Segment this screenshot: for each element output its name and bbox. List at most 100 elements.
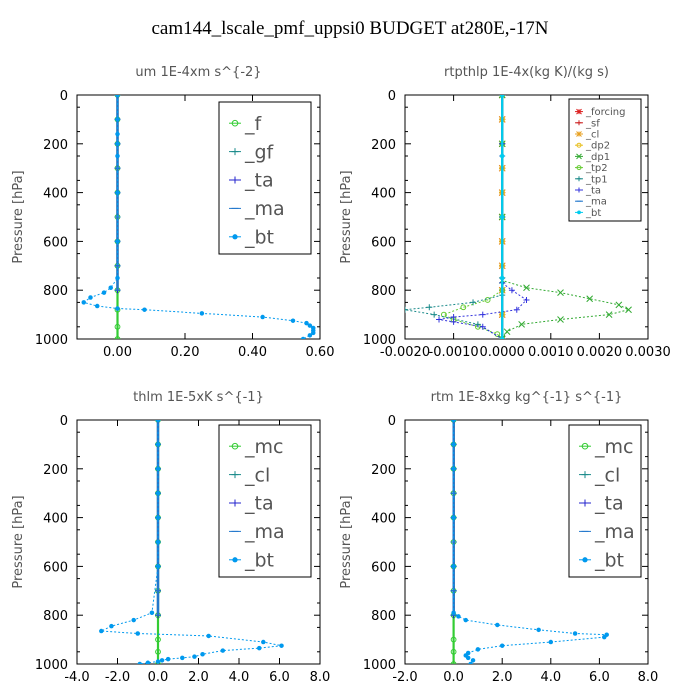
marker [155,564,161,569]
marker [137,661,143,664]
marker [456,614,461,619]
legend-label: _sf [585,118,600,129]
marker [460,304,467,311]
legend-label: _mc [594,436,633,458]
marker [503,328,511,336]
x-tick-label: 2.0 [188,670,209,685]
marker [572,631,578,636]
legend-box [568,424,642,578]
x-tick-label: -0.0010 [429,345,479,360]
marker [115,117,120,122]
marker [586,295,594,303]
marker [436,316,443,323]
y-tick-label: 200 [371,138,396,153]
y-tick-label: 1000 [35,333,68,348]
panel-title: rtpthlp 1E-4x(kg K)/(kg s) [444,65,609,80]
marker [557,316,564,323]
marker [155,490,161,496]
series-bt [81,95,316,339]
x-tick-label: 0.20 [171,345,200,360]
marker [465,655,471,661]
marker [206,633,211,639]
y-tick-label: 400 [43,187,68,202]
marker [451,610,456,616]
marker [279,643,284,648]
marker [115,141,120,147]
marker [479,323,486,330]
marker [115,275,120,281]
marker [557,289,564,296]
y-tick-label: 0 [388,89,396,104]
marker [155,515,161,520]
panel-title: rtm 1E-8xkg kg^{-1} s^{-1} [431,390,623,405]
marker [479,311,486,318]
x-tick-label: 0.0020 [577,345,623,360]
marker [518,321,525,328]
series-bt [451,420,609,664]
y-tick-label: 800 [371,609,396,624]
legend-label: _cl [585,130,599,141]
marker [145,660,151,664]
legend-label: _dp2 [585,141,610,152]
x-tick-label: -0.0020 [380,345,430,360]
panel-title: um 1E-4xm s^{-2} [135,65,261,80]
y-tick-label: 200 [43,463,68,478]
legend-label: _dp1 [585,152,610,163]
x-tick-label: 2.0 [492,670,513,685]
marker [142,307,147,312]
y-tick-label: 600 [43,235,68,250]
marker [165,656,171,662]
legend-label: _bt [585,208,601,219]
marker [470,299,477,306]
marker [451,420,456,423]
marker [114,323,121,330]
marker [523,284,530,292]
marker [257,645,262,651]
marker [431,311,438,318]
marker [499,275,505,281]
marker [155,442,161,447]
y-tick-label: 800 [43,609,68,624]
x-tick-label: 0.0000 [479,345,525,360]
marker [508,287,515,294]
marker [499,336,505,339]
legend-label: _ta [585,186,601,197]
x-tick-label: 0.40 [238,345,267,360]
y-tick-label: 600 [371,235,396,250]
legend-label: _cl [594,464,620,486]
marker [605,311,613,318]
y-tick-label: 400 [43,512,68,527]
legend-label: _gf [244,141,275,163]
marker [405,306,408,313]
marker [451,466,456,472]
marker [484,297,491,303]
x-tick-label: 6.0 [589,670,610,685]
marker [451,564,456,569]
y-tick-label: 1000 [35,658,68,673]
x-tick-label: 8.0 [638,670,659,685]
y-tick-label: 1000 [363,658,396,673]
legend-box [568,98,642,222]
marker [304,320,309,326]
marker [307,323,313,328]
y-tick-label: 400 [371,187,396,202]
series-group [450,420,609,664]
x-tick-label: 0.0 [443,670,464,685]
legend-label: _mc [244,436,283,458]
x-tick-label: 8.0 [310,670,331,685]
legend-label: _ta [244,493,274,515]
marker [261,639,266,645]
marker [440,311,447,318]
marker [155,420,161,423]
x-tick-label: 0.0030 [625,345,671,360]
y-tick-label: 0 [388,414,396,429]
legend-label: _forcing [585,107,626,118]
legend-label: _ma [244,198,285,220]
marker [159,658,165,663]
legend-label: _tp1 [585,174,608,185]
legend-label: _ta [594,493,624,515]
chart-panel-1: um 1E-4xm s^{-2} Pressure [hPa] 0 200 400 600… [11,65,334,360]
marker [307,333,313,338]
marker [499,643,505,648]
